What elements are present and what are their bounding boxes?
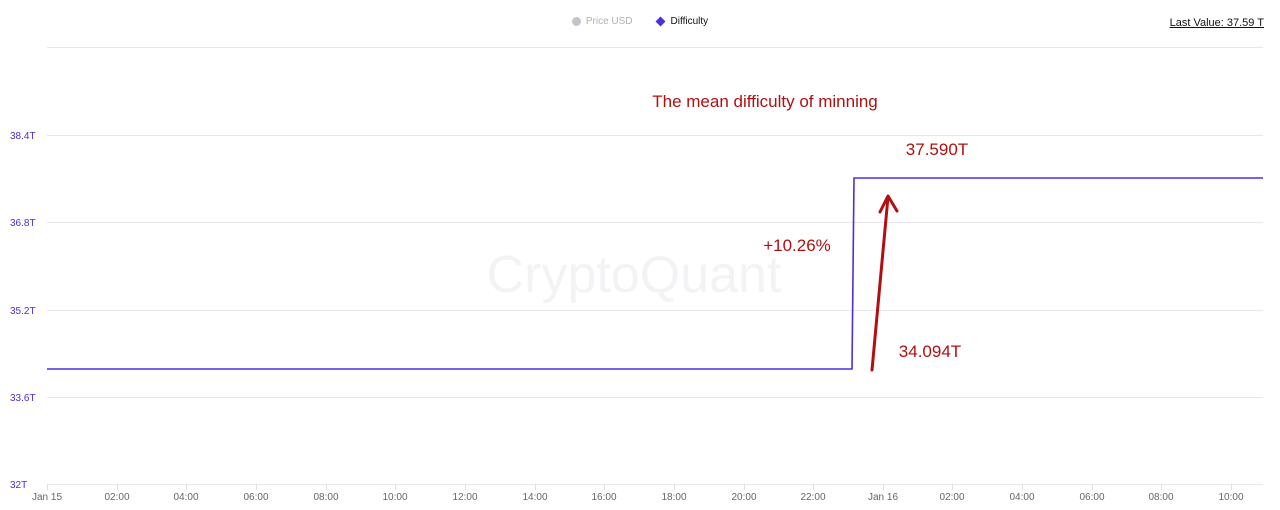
annotation-old-value: 34.094T	[899, 342, 961, 361]
x-tick: 18:00	[661, 492, 686, 503]
x-tick: 16:00	[591, 492, 616, 503]
annotation-title: The mean difficulty of minning	[652, 92, 878, 111]
y-tick: 36.8T	[10, 218, 36, 229]
y-tick: 38.4T	[10, 131, 36, 142]
legend-label-difficulty: Difficulty	[670, 16, 709, 27]
y-tick: 33.6T	[10, 393, 36, 404]
x-tick: 10:00	[382, 492, 407, 503]
x-tick: 20:00	[731, 492, 756, 503]
arrow-up-icon	[870, 194, 899, 372]
x-tick: Jan 15	[32, 492, 62, 503]
watermark-logo: CryptoQuant	[487, 246, 782, 304]
x-tick: 06:00	[1079, 492, 1104, 503]
circle-icon	[571, 17, 581, 26]
x-tick: 10:00	[1218, 492, 1243, 503]
x-tick: 04:00	[1009, 492, 1034, 503]
x-tick: 14:00	[522, 492, 547, 503]
y-axis-labels: 38.4T 36.8T 35.2T 33.6T 32T	[10, 131, 36, 491]
y-tick: 32T	[10, 480, 27, 491]
x-tick: 06:00	[243, 492, 268, 503]
x-tick: 22:00	[800, 492, 825, 503]
x-axis-labels: Jan 15 02:00 04:00 06:00 08:00 10:00 12:…	[32, 492, 1244, 503]
annotation-new-value: 37.590T	[906, 140, 968, 159]
legend-item-price-usd[interactable]: Price USD	[571, 16, 633, 27]
legend-item-difficulty[interactable]: Difficulty	[655, 16, 709, 27]
x-tick: 08:00	[313, 492, 338, 503]
y-tick: 35.2T	[10, 306, 36, 317]
gridlines	[47, 47, 1263, 485]
x-tick: 08:00	[1148, 492, 1173, 503]
x-tick: 02:00	[939, 492, 964, 503]
x-tick: 02:00	[104, 492, 129, 503]
x-tick: Jan 16	[868, 492, 898, 503]
last-value-link[interactable]: Last Value: 37.59 T	[1169, 17, 1264, 29]
x-axis-ticks	[47, 484, 1232, 490]
difficulty-series-line[interactable]	[47, 177, 1263, 370]
annotation-change-percent: +10.26%	[763, 236, 831, 255]
chart-legend: Price USD Difficulty	[0, 16, 1280, 27]
x-tick: 12:00	[452, 492, 477, 503]
legend-label-price-usd: Price USD	[585, 16, 633, 27]
x-tick: 04:00	[173, 492, 198, 503]
